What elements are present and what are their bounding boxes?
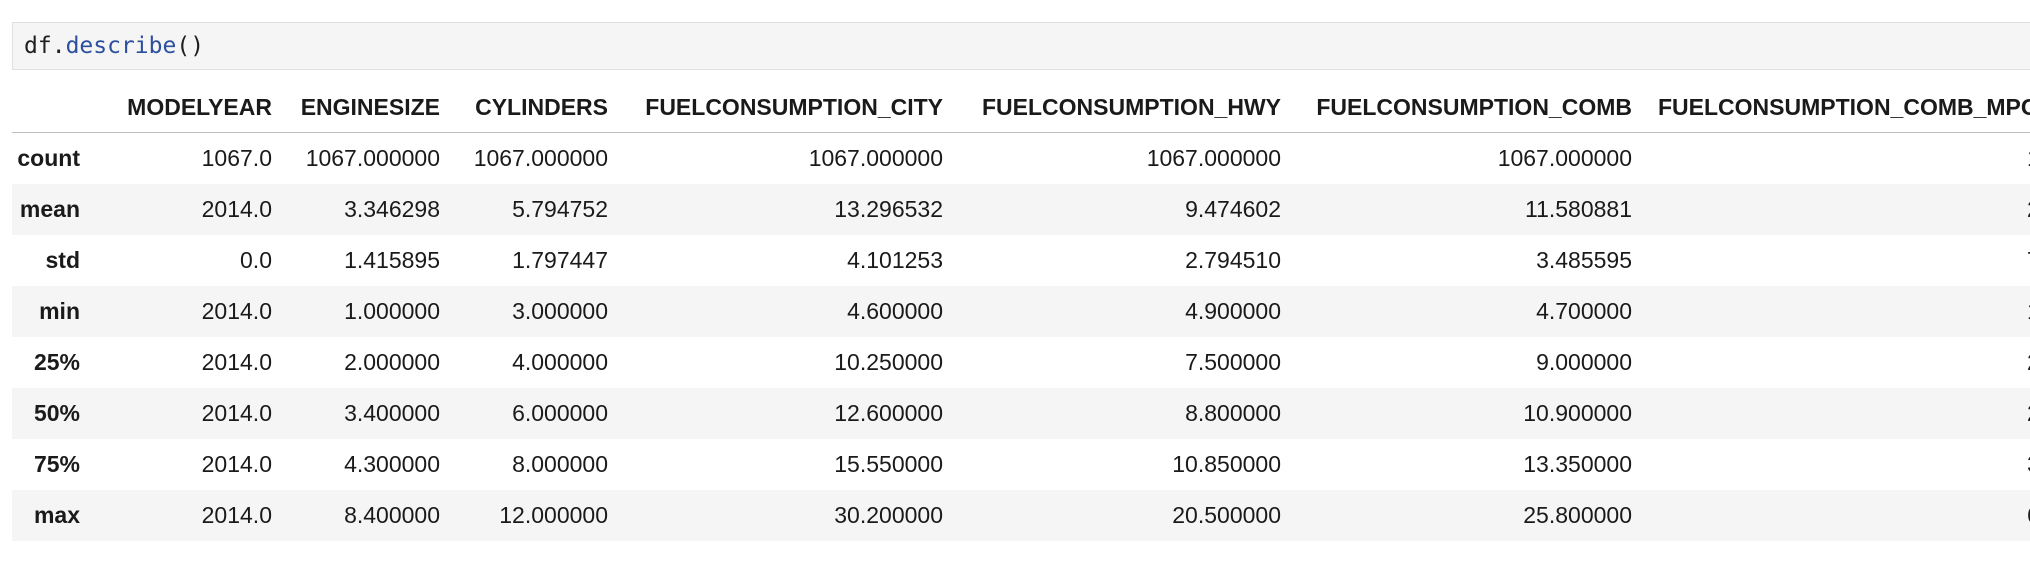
table-cell: 3.000000 bbox=[442, 286, 610, 337]
table-cell: 2014.0 bbox=[92, 286, 274, 337]
table-cell: 10.850000 bbox=[1172, 451, 1281, 477]
table-row: count 1067.0 1067.000000 1067.000000 1067.00… bbox=[12, 133, 2030, 185]
table-cell: 11.580881 bbox=[1283, 184, 1634, 235]
table-cell: 10.250000 bbox=[834, 349, 943, 375]
table-row: mean 2014.0 3.346298 5.794752 13.296532 9.474… bbox=[12, 184, 2030, 235]
table-cell: 4.000000 bbox=[512, 349, 608, 375]
table-row: std 0.0 1.415895 1.797447 4.101253 2.794510 3.… bbox=[12, 235, 2030, 286]
table-cell: 1067.000000 bbox=[305, 145, 440, 171]
table-row: 75% 2014.0 4.300000 8.000000 15.550000 10.850… bbox=[12, 439, 2030, 490]
table-cell: 2014.0 bbox=[92, 184, 274, 235]
table-cell: 1067.000000 bbox=[473, 145, 608, 171]
column-header: ENGINESIZE bbox=[274, 82, 442, 133]
row-label: 25% bbox=[33, 349, 80, 375]
table-cell: 0.0 bbox=[240, 247, 272, 273]
row-label: min bbox=[12, 286, 92, 337]
code-dot: . bbox=[51, 33, 66, 59]
table-cell: 1067.000000 bbox=[1146, 145, 1281, 171]
table-cell: 7.468702 bbox=[1634, 235, 2030, 286]
code-cell[interactable]: df.describe() bbox=[12, 22, 2030, 70]
table-cell: 13.350000 bbox=[1523, 451, 1632, 477]
table-cell: 1067.000000 bbox=[808, 145, 943, 171]
table-cell: 25.800000 bbox=[1283, 490, 1634, 541]
table-row: min 2014.0 1.000000 3.000000 4.600000 4.90000… bbox=[12, 286, 2030, 337]
table-cell: 15.550000 bbox=[834, 451, 943, 477]
table-cell: 60.000000 bbox=[1634, 490, 2030, 541]
table-cell: 13.296532 bbox=[610, 184, 945, 235]
row-label: 50% bbox=[12, 388, 92, 439]
table-cell: 4.101253 bbox=[847, 247, 943, 273]
table-cell: 1067.0 bbox=[201, 145, 272, 171]
table-cell: 5.794752 bbox=[442, 184, 610, 235]
column-header: FUELCONSUMPTION_CITY bbox=[610, 82, 945, 133]
table-cell: 9.000000 bbox=[1536, 349, 1632, 375]
code-parens: () bbox=[176, 33, 205, 59]
table-cell: 12.000000 bbox=[442, 490, 610, 541]
table-cell: 3.485595 bbox=[1536, 247, 1632, 273]
header-row: MODELYEAR ENGINESIZE CYLINDERS FUELCONSU… bbox=[12, 82, 2030, 133]
table-row: max 2014.0 8.400000 12.000000 30.200000 20.50… bbox=[12, 490, 2030, 541]
column-header: FUELCONSUMPTION_COMB_MPG bbox=[1634, 82, 2030, 133]
table-cell: 6.000000 bbox=[442, 388, 610, 439]
table-cell: 12.600000 bbox=[610, 388, 945, 439]
table-cell: 2014.0 bbox=[92, 388, 274, 439]
table-cell: 8.400000 bbox=[274, 490, 442, 541]
table-cell: 31.000000 bbox=[1634, 439, 2030, 490]
describe-table: MODELYEAR ENGINESIZE CYLINDERS FUELCONSU… bbox=[12, 82, 2030, 541]
code-object: df bbox=[24, 33, 52, 59]
table-cell: 1.415895 bbox=[344, 247, 440, 273]
table-cell: 8.800000 bbox=[945, 388, 1283, 439]
table-cell: 1067.000000 bbox=[1634, 133, 2030, 185]
table-cell: 4.700000 bbox=[1283, 286, 1634, 337]
table-cell: 4.900000 bbox=[945, 286, 1283, 337]
table-cell: 30.200000 bbox=[610, 490, 945, 541]
table-cell: 8.000000 bbox=[512, 451, 608, 477]
row-label: max bbox=[12, 490, 92, 541]
row-label: count bbox=[17, 145, 80, 171]
table-cell: 10.900000 bbox=[1283, 388, 1634, 439]
table-cell: 26.000000 bbox=[1634, 388, 2030, 439]
column-header: MODELYEAR bbox=[92, 82, 274, 133]
table-cell: 21.000000 bbox=[1634, 337, 2030, 388]
output-area: MODELYEAR ENGINESIZE CYLINDERS FUELCONSU… bbox=[12, 82, 2030, 552]
table-cell: 1.797447 bbox=[512, 247, 608, 273]
table-cell: 9.474602 bbox=[945, 184, 1283, 235]
table-cell: 2.794510 bbox=[1185, 247, 1281, 273]
column-header: FUELCONSUMPTION_HWY bbox=[945, 82, 1283, 133]
code-text[interactable]: df.describe() bbox=[24, 33, 204, 59]
table-cell: 7.500000 bbox=[1185, 349, 1281, 375]
row-label: std bbox=[45, 247, 81, 273]
column-header: CYLINDERS bbox=[442, 82, 610, 133]
table-row: 25% 2014.0 2.000000 4.000000 10.250000 7.5000… bbox=[12, 337, 2030, 388]
row-label: mean bbox=[12, 184, 92, 235]
column-header: FUELCONSUMPTION_COMB bbox=[1283, 82, 1634, 133]
table-cell: 2014.0 bbox=[92, 490, 274, 541]
table-cell: 4.600000 bbox=[610, 286, 945, 337]
code-method: describe bbox=[65, 33, 177, 59]
table-cell: 1.000000 bbox=[274, 286, 442, 337]
table-cell: 11.000000 bbox=[1634, 286, 2030, 337]
row-label: 75% bbox=[33, 451, 80, 477]
index-header bbox=[12, 82, 92, 133]
table-cell: 3.346298 bbox=[274, 184, 442, 235]
table-cell: 2014.0 bbox=[201, 451, 272, 477]
table-cell: 3.400000 bbox=[274, 388, 442, 439]
table-cell: 20.500000 bbox=[945, 490, 1283, 541]
table-cell: 2014.0 bbox=[201, 349, 272, 375]
table-cell: 4.300000 bbox=[344, 451, 440, 477]
table-cell: 26.441425 bbox=[1634, 184, 2030, 235]
table-cell: 2.000000 bbox=[344, 349, 440, 375]
table-cell: 1067.000000 bbox=[1497, 145, 1632, 171]
table-row: 50% 2014.0 3.400000 6.000000 12.600000 8.8000… bbox=[12, 388, 2030, 439]
